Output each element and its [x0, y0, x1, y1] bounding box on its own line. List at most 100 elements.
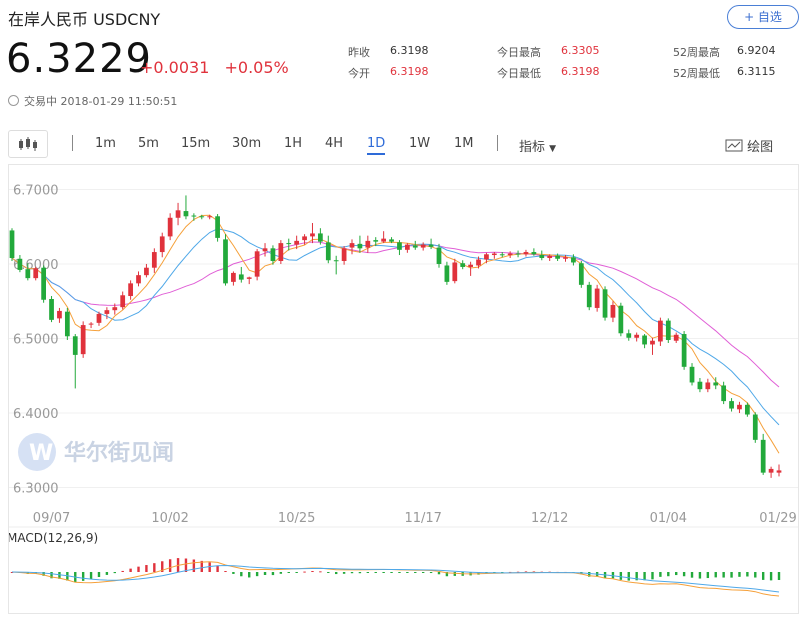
period-5m[interactable]: 5m — [138, 136, 159, 151]
macd-label: MACD(12,26,9) — [9, 531, 98, 545]
candle-body — [650, 340, 655, 345]
macd-bar — [611, 572, 615, 579]
period-1mo[interactable]: 1M — [454, 136, 474, 151]
candle-body — [420, 244, 426, 248]
draw-button[interactable]: 绘图 — [725, 136, 773, 155]
macd-bar — [113, 572, 116, 574]
candle-body — [302, 236, 307, 241]
period-1m[interactable]: 1m — [95, 136, 116, 151]
candle-body — [491, 253, 497, 256]
candle-body — [428, 244, 434, 247]
candle-body — [705, 382, 711, 390]
macd-bar — [350, 572, 354, 574]
candle-body — [468, 264, 473, 267]
stat-key: 今日最高 — [497, 46, 541, 59]
macd-bar — [58, 572, 61, 579]
macd-bar — [200, 560, 203, 572]
candlestick-chart[interactable]: 6.7000 6.6000 6.5000 6.4000 6.3000 W 华尔街见闻 09/0… — [7, 165, 798, 613]
candle-body — [634, 334, 640, 338]
candle-body — [452, 262, 458, 282]
candle-body — [618, 305, 624, 334]
watermark-logo: W 华尔街见闻 — [18, 433, 174, 471]
macd-bar — [279, 572, 283, 574]
macd-bar — [414, 572, 417, 573]
candle-body — [594, 288, 600, 308]
candle-body — [507, 253, 513, 256]
period-1d[interactable]: 1D — [367, 136, 386, 155]
clock-icon — [8, 95, 19, 106]
stat-key: 今日最低 — [497, 67, 541, 80]
candle-body — [515, 253, 521, 255]
period-4h[interactable]: 4H — [325, 136, 344, 151]
candle-body — [729, 401, 734, 409]
macd-bar — [89, 572, 93, 580]
y-tick-label: 6.6000 — [13, 258, 59, 273]
candle-body — [744, 404, 750, 415]
macd-bar — [42, 572, 45, 576]
macd-bar — [532, 571, 536, 573]
macd-bar — [327, 572, 330, 573]
x-tick-label: 09/07 — [33, 511, 70, 526]
candle-body — [357, 243, 363, 249]
watermark-icon — [18, 433, 56, 471]
stat-open: 今开 6.3198 — [348, 65, 429, 81]
macd-bar — [627, 572, 630, 581]
status-text: 交易中 2018-01-29 11:50:51 — [24, 95, 178, 108]
period-1w[interactable]: 1W — [409, 136, 431, 151]
x-tick-label: 01/04 — [650, 511, 687, 526]
candle-body — [231, 272, 236, 282]
candle-body — [642, 335, 647, 345]
macd-bar — [390, 572, 393, 573]
stat-value: 6.3198 — [390, 44, 429, 57]
candle-body — [333, 260, 339, 262]
candle-body — [136, 275, 141, 284]
candle-body — [183, 211, 189, 217]
macd-dif-line — [11, 561, 780, 597]
macd-bar — [690, 572, 694, 578]
candle-body — [286, 243, 292, 245]
macd-bar — [105, 572, 109, 575]
macd-bar — [342, 572, 346, 574]
candle-body — [318, 233, 323, 242]
period-15m[interactable]: 15m — [181, 136, 211, 151]
macd-bar — [271, 572, 275, 576]
change-value: +0.0031 — [140, 58, 210, 77]
add-watchlist-button[interactable]: + 自选 — [727, 5, 799, 29]
price-change: +0.0031 +0.05% — [140, 58, 299, 77]
period-1h[interactable]: 1H — [284, 136, 303, 151]
candle-body — [658, 320, 663, 342]
candle-body — [254, 251, 260, 277]
candle-body — [499, 254, 505, 256]
candle-body — [571, 257, 576, 263]
macd-bar — [263, 572, 267, 575]
macd-bar — [754, 572, 757, 578]
stat-value: 6.9204 — [737, 44, 776, 57]
candle-body — [760, 439, 766, 473]
y-tick-label: 6.5000 — [13, 333, 59, 348]
stat-value: 6.3115 — [737, 65, 776, 78]
macd-bar — [81, 572, 85, 581]
candle-body — [80, 325, 86, 355]
candle-body — [310, 233, 315, 237]
toolbar-divider — [72, 135, 73, 151]
stat-value: 6.3305 — [561, 44, 600, 57]
chart-type-button[interactable] — [8, 130, 48, 158]
macd-bar — [168, 559, 172, 572]
candle-body — [144, 267, 149, 276]
candle-body — [246, 277, 252, 279]
period-30m[interactable]: 30m — [232, 136, 262, 151]
candle-body — [602, 289, 608, 318]
candle-body — [697, 381, 703, 390]
candle-body — [270, 248, 276, 261]
macd-bar — [588, 572, 591, 577]
candle-body — [768, 468, 774, 473]
indicator-menu[interactable]: 指标 ▼ — [519, 136, 556, 155]
candle-body — [9, 230, 15, 259]
stat-value: 6.3198 — [561, 65, 600, 78]
candle-body — [665, 320, 671, 340]
macd-bar — [643, 572, 646, 581]
macd-bar — [746, 572, 749, 577]
candle-body — [49, 299, 54, 320]
macd-bar — [216, 565, 219, 572]
y-tick-label: 6.3000 — [13, 482, 59, 497]
